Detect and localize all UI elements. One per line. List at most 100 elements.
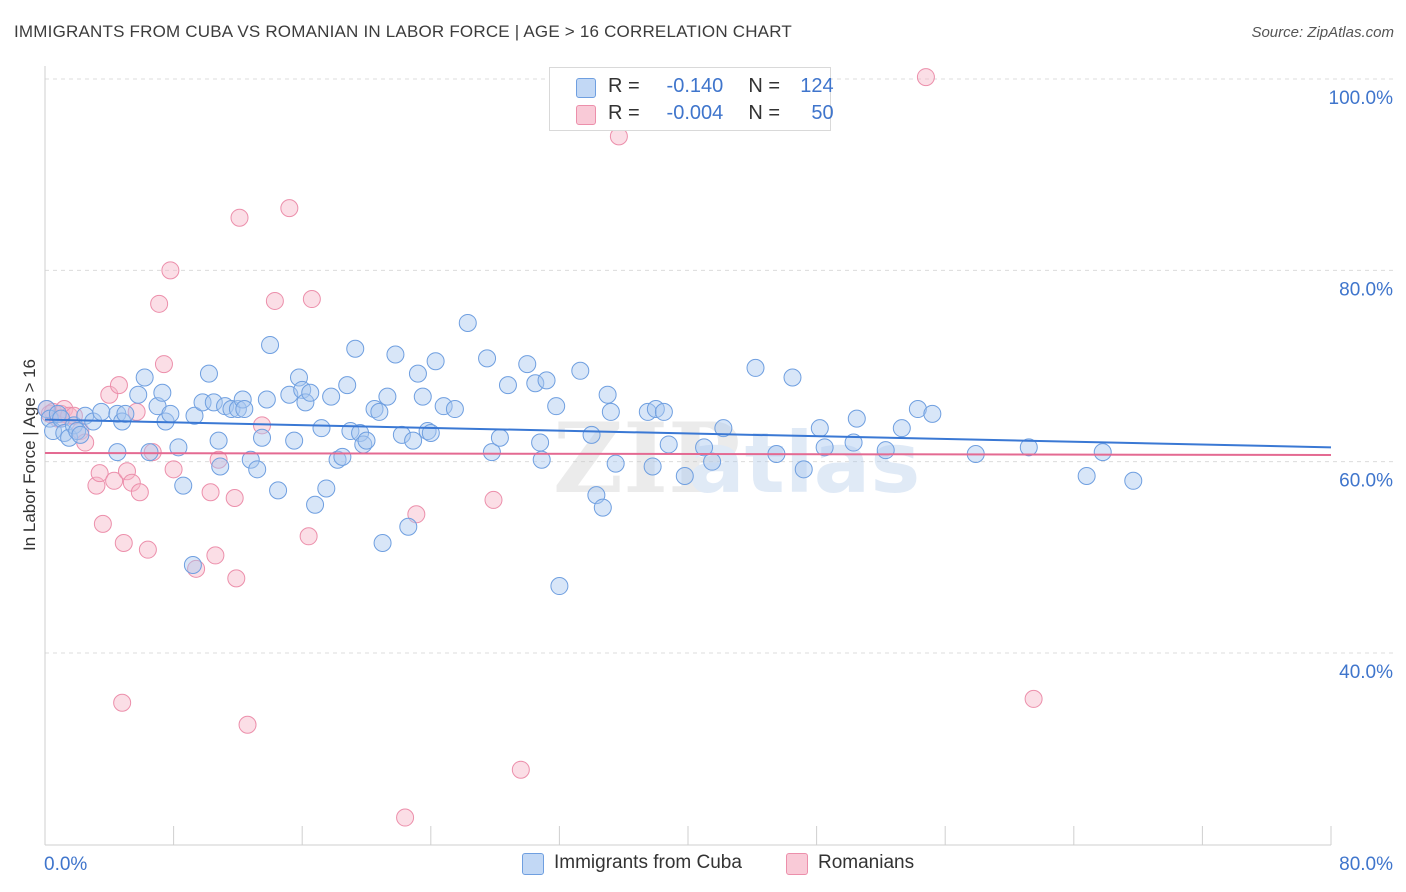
legend-swatch-romanians [576,105,596,125]
data-point-cuba [241,450,260,469]
trend-line-romanians [44,452,1332,456]
data-point-cuba [923,404,942,423]
data-point-cuba [71,425,90,444]
data-point-cuba [296,393,315,412]
data-point-cuba [153,383,172,402]
data-point-cuba [92,402,111,421]
data-point-cuba [108,443,127,462]
data-point-cuba [783,368,802,387]
data-point-cuba [532,450,551,469]
data-point-romanians [114,533,133,552]
y-axis-label: In Labor Force | Age > 16 [20,359,39,551]
data-point-cuba [37,400,56,419]
data-point-cuba [550,577,569,596]
data-point-cuba [746,358,765,377]
data-point-romanians [150,294,169,313]
data-point-romanians [1024,689,1043,708]
data-point-cuba [312,419,331,438]
x-tick-label: 80.0% [1339,854,1393,875]
data-point-cuba [490,428,509,447]
data-point-romanians [90,464,109,483]
data-point-cuba [169,438,188,457]
data-point-cuba [593,498,612,517]
y-tick-label: 100.0% [1329,88,1394,109]
data-point-cuba [526,374,545,393]
data-point-cuba [204,393,223,412]
data-point-cuba [116,404,135,423]
data-point-cuba [413,387,432,406]
bottom-legend-swatch-cuba [522,853,544,875]
data-point-cuba [531,433,550,452]
data-point-romanians [154,355,173,374]
data-point-romanians [238,715,257,734]
data-point-romanians [265,291,284,310]
data-point-romanians [105,471,124,490]
data-point-romanians [209,450,228,469]
data-point-cuba [426,352,445,371]
data-point-cuba [161,404,180,423]
data-point-cuba [1019,438,1038,457]
data-point-cuba [211,457,230,476]
data-point-romanians [130,483,149,502]
bottom-legend-label-romanians: Romanians [818,852,915,873]
data-point-cuba [248,460,267,479]
data-point-romanians [230,208,249,227]
legend-r-label: R = [608,102,640,124]
data-point-romanians [117,462,136,481]
data-point-cuba [365,400,384,419]
data-point-cuba [695,438,714,457]
data-point-romanians [299,527,318,546]
legend-r-value-romanians: -0.004 [666,102,724,124]
data-point-romanians [109,376,128,395]
data-point-cuba [458,313,477,332]
data-point-cuba [233,390,252,409]
data-point-cuba [404,431,423,450]
legend-n-label: N = [748,75,781,97]
data-point-cuba [445,400,464,419]
data-point-cuba [261,335,280,354]
data-point-romanians [164,460,183,479]
data-point-romanians [484,490,503,509]
data-point-cuba [253,428,272,447]
axes [44,66,1332,846]
data-point-romanians [100,385,119,404]
data-point-cuba [537,371,556,390]
data-point-romanians [511,760,530,779]
legend-n-value-romanians: 50 [811,102,834,124]
data-point-romanians [201,483,220,502]
data-point-cuba [908,400,927,419]
data-point-cuba [810,419,829,438]
data-point-cuba [654,402,673,421]
data-point-cuba [482,443,501,462]
data-point-cuba [285,431,304,450]
data-point-cuba [498,376,517,395]
data-point-romanians [161,261,180,280]
trend-line-cuba [44,418,1332,449]
data-point-cuba [876,441,895,460]
legend-r-value-cuba: -0.140 [666,75,724,97]
legend-r-label: R = [608,75,640,97]
data-point-cuba [386,345,405,364]
data-point-romanians [138,540,157,559]
data-point-cuba [643,457,662,476]
data-point-cuba [598,385,617,404]
y-tick-label: 80.0% [1339,279,1393,300]
series-romanians-points [37,68,1043,827]
data-point-cuba [847,409,866,428]
legend-n-value-cuba: 124 [800,75,834,97]
data-point-cuba [571,361,590,380]
data-point-cuba [714,419,733,438]
data-point-cuba [228,400,247,419]
source-label: Source: ZipAtlas.com [1251,24,1394,41]
data-point-cuba [675,467,694,486]
watermark: ZIP atlas [553,402,920,515]
data-point-cuba [183,555,202,574]
data-point-cuba [815,438,834,457]
data-point-cuba [370,402,389,421]
data-point-romanians [227,569,246,588]
data-point-romanians [206,546,225,565]
data-point-cuba [209,431,228,450]
chart-title: IMMIGRANTS FROM CUBA VS ROMANIAN IN LABO… [14,22,792,41]
data-point-cuba [1093,443,1112,462]
